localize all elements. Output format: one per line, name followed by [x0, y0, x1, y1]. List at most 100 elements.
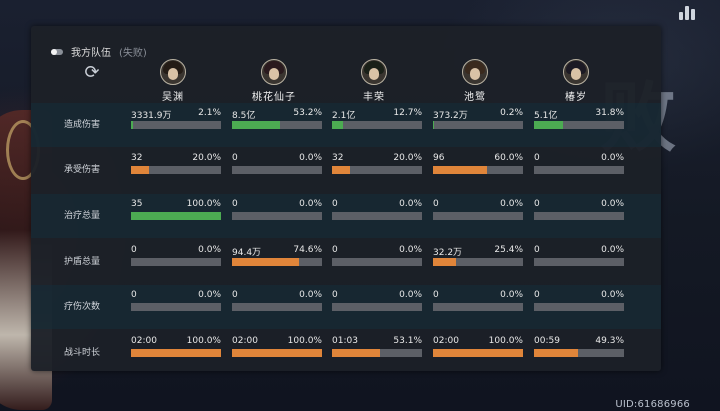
- hero-column-header[interactable]: 丰荣: [329, 59, 419, 103]
- stat-cell: 0 0.0%: [534, 290, 624, 320]
- stat-value: 373.2万: [433, 111, 468, 121]
- stat-bar-track: [534, 258, 624, 266]
- stat-value: 0: [534, 290, 540, 300]
- stat-bar-fill: [131, 212, 221, 220]
- hero-name: 椿岁: [565, 92, 587, 103]
- stat-bar-fill: [131, 121, 133, 129]
- stat-bar-fill: [232, 349, 322, 357]
- panel-title: 我方队伍: [71, 48, 111, 59]
- avatar-face: [168, 68, 178, 80]
- bar-chart-icon: [679, 12, 683, 20]
- stat-label: 战斗时长: [64, 348, 101, 358]
- stat-percent: 0.0%: [601, 153, 624, 163]
- toggle-icon[interactable]: [51, 48, 63, 55]
- stat-percent: 0.0%: [500, 199, 523, 209]
- stat-value: 02:00: [433, 336, 459, 346]
- stat-cell: 0 0.0%: [433, 290, 523, 320]
- stat-percent: 100.0%: [186, 336, 221, 346]
- stat-row: 承受伤害 32 20.0% 0 0.0% 32 20.0% 96 60.0% 0 0.0%: [31, 148, 661, 192]
- stat-cell: 0 0.0%: [534, 245, 624, 275]
- stat-cell: 35 100.0%: [131, 199, 221, 229]
- stat-value: 96: [433, 153, 445, 163]
- stat-bar-fill: [534, 121, 563, 129]
- stat-cell: 96 60.0%: [433, 153, 523, 183]
- stat-bar-fill: [232, 258, 300, 266]
- stat-value: 0: [433, 199, 439, 209]
- stat-percent: 53.2%: [293, 108, 322, 118]
- stat-percent: 0.0%: [399, 199, 422, 209]
- stat-cell: 0 0.0%: [232, 153, 322, 183]
- stat-percent: 0.0%: [601, 245, 624, 255]
- hero-taohuaxianzi-avatar[interactable]: [261, 59, 287, 85]
- stat-bar-fill: [131, 349, 221, 357]
- stat-value: 02:00: [131, 336, 157, 346]
- stat-value: 3331.9万: [131, 111, 172, 121]
- user-id: UID:61686966: [615, 399, 690, 410]
- stat-value: 0: [534, 153, 540, 163]
- hero-chilu-avatar[interactable]: [462, 59, 488, 85]
- stat-cell: 0 0.0%: [131, 290, 221, 320]
- stat-percent: 25.4%: [494, 245, 523, 255]
- hero-chunsui-avatar[interactable]: [563, 59, 589, 85]
- stat-bar-track: [433, 303, 523, 311]
- stat-bar-track: [232, 121, 322, 129]
- stat-percent: 2.1%: [198, 108, 221, 118]
- panel-header: 我方队伍 (失败): [51, 44, 147, 59]
- stat-row: 战斗时长 02:00 100.0% 02:00 100.0% 01:03 53.1% 02:0…: [31, 331, 661, 375]
- hero-column-header[interactable]: 池鹭: [430, 59, 520, 103]
- stat-label: 治疗总量: [64, 211, 101, 221]
- stat-percent: 0.0%: [601, 290, 624, 300]
- hero-wuyuan-avatar[interactable]: [160, 59, 186, 85]
- hero-column-header[interactable]: 吴渊: [128, 59, 218, 103]
- stat-percent: 20.0%: [192, 153, 221, 163]
- stat-bar-track: [332, 166, 422, 174]
- stat-cell: 5.1亿 31.8%: [534, 108, 624, 138]
- stat-percent: 49.3%: [595, 336, 624, 346]
- stat-bar-track: [232, 349, 322, 357]
- stat-bar-fill: [232, 121, 280, 129]
- hero-name: 桃花仙子: [252, 92, 296, 103]
- team-stats-panel: 我方队伍 (失败) ⟳ 吴渊 桃花仙子 丰荣 池鹭 椿岁 造成伤害 3331.9万 2.1%…: [31, 26, 661, 371]
- stat-bar-fill: [332, 349, 380, 357]
- hero-fengrong-avatar[interactable]: [361, 59, 387, 85]
- stat-value: 00:59: [534, 336, 560, 346]
- stat-value: 8.5亿: [232, 111, 256, 121]
- stat-value: 0: [232, 153, 238, 163]
- stat-cell: 0 0.0%: [433, 199, 523, 229]
- stat-bar-fill: [433, 349, 523, 357]
- stats-chart-button[interactable]: [676, 2, 698, 22]
- stat-bar-track: [131, 212, 221, 220]
- stat-value: 0: [232, 290, 238, 300]
- stat-percent: 0.0%: [299, 153, 322, 163]
- stat-percent: 0.0%: [601, 199, 624, 209]
- stat-value: 5.1亿: [534, 111, 558, 121]
- stat-value: 32: [332, 153, 344, 163]
- stat-cell: 94.4万 74.6%: [232, 245, 322, 275]
- stat-value: 0: [534, 245, 540, 255]
- stat-cell: 02:00 100.0%: [433, 336, 523, 366]
- avatar-face: [571, 68, 581, 80]
- stat-bar-track: [433, 212, 523, 220]
- stat-cell: 3331.9万 2.1%: [131, 108, 221, 138]
- stat-value: 02:00: [232, 336, 258, 346]
- hero-name: 吴渊: [162, 92, 184, 103]
- stat-value: 2.1亿: [332, 111, 356, 121]
- switch-team-icon[interactable]: ⟳: [84, 62, 100, 83]
- stat-bar-fill: [433, 258, 456, 266]
- stat-bar-track: [534, 212, 624, 220]
- hero-column-header[interactable]: 椿岁: [531, 59, 621, 103]
- stat-bar-track: [332, 258, 422, 266]
- stat-bar-track: [131, 349, 221, 357]
- stat-value: 0: [232, 199, 238, 209]
- stat-percent: 0.0%: [198, 290, 221, 300]
- avatar-face: [369, 68, 379, 80]
- stat-cell: 2.1亿 12.7%: [332, 108, 422, 138]
- stat-bar-track: [534, 349, 624, 357]
- stat-value: 0: [433, 290, 439, 300]
- stat-bar-track: [433, 349, 523, 357]
- stat-percent: 0.0%: [299, 199, 322, 209]
- stat-value: 0: [332, 290, 338, 300]
- stat-percent: 0.0%: [299, 290, 322, 300]
- stat-bar-fill: [332, 166, 350, 174]
- hero-column-header[interactable]: 桃花仙子: [229, 59, 319, 103]
